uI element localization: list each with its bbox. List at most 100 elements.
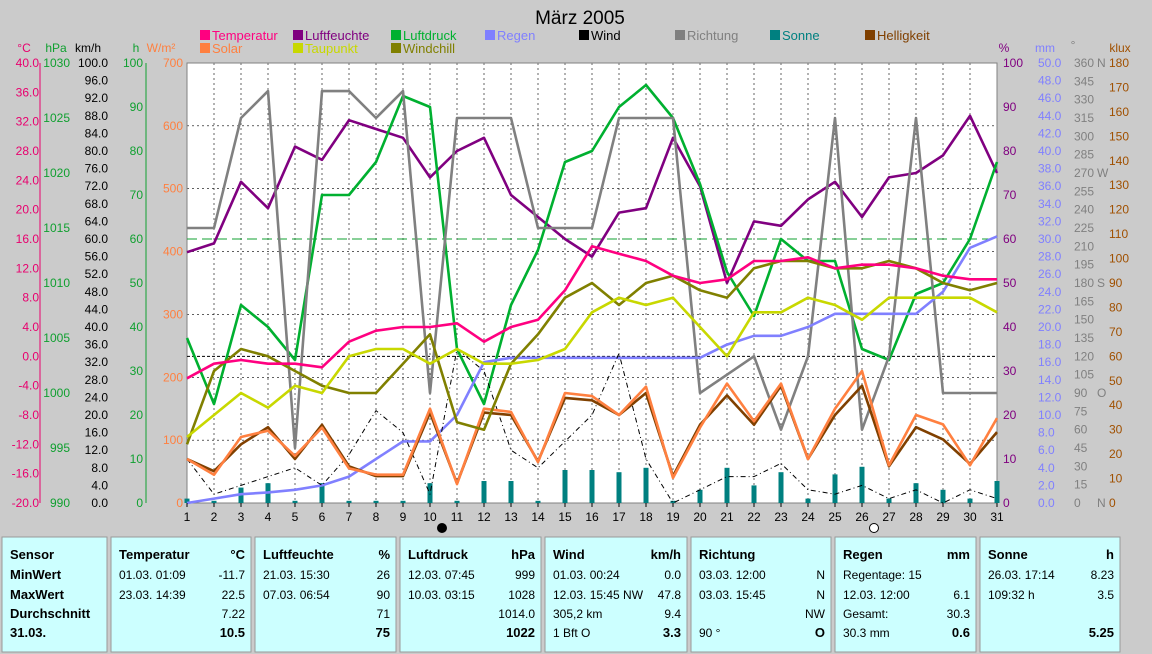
y-tick-kmh: 0.0 bbox=[91, 496, 108, 510]
y-tick-hPa: 1005 bbox=[43, 331, 70, 345]
y-tick-deg: 105 bbox=[1074, 368, 1094, 382]
y-tick-klux: 130 bbox=[1109, 178, 1129, 192]
stats-cell-value: 7.22 bbox=[222, 607, 246, 621]
y-tick-kmh: 28.0 bbox=[85, 373, 109, 387]
y-tick-hPa: 990 bbox=[50, 496, 70, 510]
y-tick-degC: 28.0 bbox=[16, 144, 40, 158]
y-axis-title-degC: °C bbox=[17, 41, 31, 55]
y-tick-kmh: 4.0 bbox=[91, 478, 108, 492]
stats-cell-left: 03.03. 15:45 bbox=[699, 588, 766, 602]
y-tick-deg: 345 bbox=[1074, 74, 1094, 88]
y-tick-deg: 285 bbox=[1074, 148, 1094, 162]
sonne-bar bbox=[589, 470, 595, 503]
sonne-bar bbox=[805, 498, 811, 503]
stats-cell-left: 30.3 mm bbox=[843, 626, 890, 640]
stats-unit: °C bbox=[230, 547, 245, 562]
y-tick-klux: 90 bbox=[1109, 276, 1123, 290]
stats-cell-value: 0.6 bbox=[952, 625, 970, 640]
stats-panel bbox=[834, 536, 977, 653]
stats-cell-value: 9.4 bbox=[664, 607, 681, 621]
stats-unit: h bbox=[1106, 547, 1114, 562]
stats-cell-value: 0.0 bbox=[664, 568, 681, 582]
y-tick-degC: 16.0 bbox=[16, 232, 40, 246]
legend-swatch bbox=[293, 43, 303, 53]
legend-label: Temperatur bbox=[212, 28, 278, 43]
series-line-temperatur bbox=[186, 245, 997, 380]
y-tick-deg: 330 bbox=[1074, 93, 1094, 107]
sonne-bar bbox=[292, 500, 298, 503]
y-tick-mm: 24.0 bbox=[1038, 285, 1062, 299]
sonne-bar bbox=[994, 481, 1000, 503]
compass-label: N bbox=[1097, 56, 1106, 70]
y-axis-title-h: h bbox=[133, 41, 140, 55]
compass-label: N bbox=[1097, 496, 1106, 510]
y-tick-kmh: 72.0 bbox=[85, 179, 109, 193]
sonne-bar bbox=[373, 500, 379, 503]
y-tick-kmh: 100.0 bbox=[78, 56, 108, 70]
sonne-bar bbox=[643, 467, 649, 503]
y-tick-wm2: 400 bbox=[163, 245, 183, 259]
sonne-bar bbox=[346, 500, 352, 503]
y-tick-wm2: 0 bbox=[176, 496, 183, 510]
y-tick-h: 60 bbox=[130, 232, 144, 246]
stats-panel bbox=[979, 536, 1121, 653]
stats-cell-value: 999 bbox=[515, 568, 535, 582]
stats-header: Wind bbox=[553, 547, 585, 562]
stats-cell-value: O bbox=[815, 625, 825, 640]
y-tick-mm: 10.0 bbox=[1038, 408, 1062, 422]
x-tick-label: 15 bbox=[558, 510, 572, 524]
stats-row-label: 31.03. bbox=[10, 625, 46, 640]
y-tick-klux: 110 bbox=[1109, 227, 1128, 241]
y-tick-klux: 0 bbox=[1109, 496, 1116, 510]
y-tick-deg: 75 bbox=[1074, 404, 1088, 418]
y-tick-h: 30 bbox=[130, 364, 144, 378]
y-tick-mm: 22.0 bbox=[1038, 302, 1062, 316]
y-tick-wm2: 200 bbox=[163, 370, 183, 384]
x-tick-label: 23 bbox=[774, 510, 788, 524]
x-tick-label: 8 bbox=[373, 510, 380, 524]
y-tick-kmh: 68.0 bbox=[85, 197, 109, 211]
y-tick-mm: 0.0 bbox=[1038, 496, 1055, 510]
legend-label: Taupunkt bbox=[305, 41, 358, 56]
sonne-bar bbox=[211, 500, 217, 503]
y-tick-h: 0 bbox=[136, 496, 143, 510]
y-tick-kmh: 52.0 bbox=[85, 267, 109, 281]
y-tick-hPa: 1020 bbox=[43, 166, 70, 180]
y-tick-deg: 300 bbox=[1074, 129, 1094, 143]
stats-header: Luftdruck bbox=[408, 547, 469, 562]
y-tick-deg: 165 bbox=[1074, 294, 1094, 308]
stats-header: Regen bbox=[843, 547, 883, 562]
y-tick-deg: 225 bbox=[1074, 221, 1094, 235]
y-tick-kmh: 20.0 bbox=[85, 408, 109, 422]
stats-cell-value: 30.3 bbox=[947, 607, 971, 621]
y-tick-klux: 80 bbox=[1109, 300, 1123, 314]
legend: Temperatur Luftfeuchte Luftdruck Regen Wind R… bbox=[200, 28, 930, 56]
y-tick-pct: 0 bbox=[1003, 496, 1010, 510]
series-line-wind bbox=[186, 348, 998, 504]
y-tick-mm: 28.0 bbox=[1038, 250, 1062, 264]
y-tick-deg: 150 bbox=[1074, 313, 1094, 327]
sonne-bar bbox=[616, 472, 622, 503]
y-tick-deg: 315 bbox=[1074, 111, 1094, 125]
y-tick-h: 80 bbox=[130, 144, 144, 158]
y-tick-wm2: 500 bbox=[163, 182, 183, 196]
stats-cell-value: 90 bbox=[377, 588, 391, 602]
legend-swatch bbox=[391, 43, 401, 53]
stats-cell-value: NW bbox=[805, 607, 826, 621]
x-tick-label: 29 bbox=[936, 510, 950, 524]
y-tick-kmh: 64.0 bbox=[85, 214, 109, 228]
y-tick-h: 10 bbox=[130, 452, 144, 466]
legend-label: Windchill bbox=[403, 41, 455, 56]
stats-cell-value: 1028 bbox=[508, 588, 535, 602]
y-tick-mm: 42.0 bbox=[1038, 126, 1062, 140]
x-tick-label: 26 bbox=[855, 510, 869, 524]
stats-cell-left: 90 ° bbox=[699, 626, 721, 640]
y-tick-pct: 40 bbox=[1003, 320, 1017, 334]
y-tick-klux: 20 bbox=[1109, 447, 1123, 461]
y-tick-kmh: 96.0 bbox=[85, 74, 109, 88]
y-axis-title-klux: klux bbox=[1109, 41, 1130, 55]
x-tick-label: 27 bbox=[882, 510, 896, 524]
y-tick-deg: 0 bbox=[1074, 496, 1081, 510]
y-tick-degC: 32.0 bbox=[16, 115, 40, 129]
y-tick-klux: 100 bbox=[1109, 252, 1129, 266]
